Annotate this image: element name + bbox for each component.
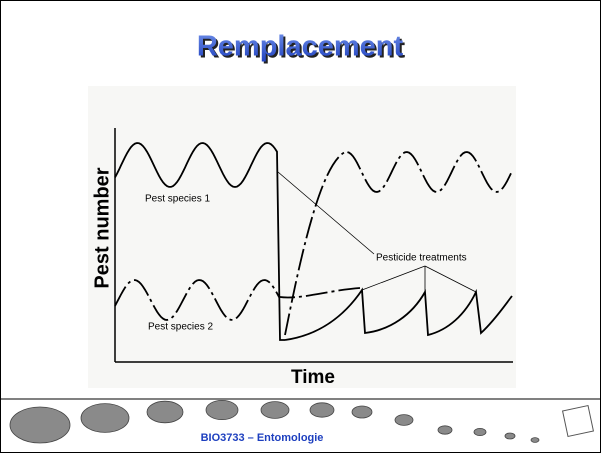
beetle (147, 401, 183, 423)
beetle (352, 406, 372, 418)
x-label: Time (291, 367, 335, 388)
beetle (310, 403, 334, 417)
footer-text: BIO3733 – Entomologie (201, 432, 324, 444)
beetle (474, 428, 486, 435)
species-2-label: Pest species 2 (148, 322, 213, 333)
beetle (531, 438, 539, 443)
beetle (261, 402, 289, 419)
beetle (505, 433, 515, 439)
y-label: Pest number (91, 167, 113, 288)
figure-bg (88, 86, 516, 388)
beetle (438, 426, 452, 434)
slide: Remplacement Remplacement Pest number Ti… (0, 0, 601, 453)
beetle (206, 400, 238, 419)
slide-title: Remplacement (197, 31, 404, 63)
figure: Pest number Time Pest species 1 Pest spe… (88, 86, 516, 388)
treatment-label: Pesticide treatments (376, 253, 467, 264)
beetle (10, 407, 70, 443)
beetle (395, 415, 413, 426)
species-1-label: Pest species 1 (145, 194, 210, 205)
beetle (81, 404, 129, 433)
